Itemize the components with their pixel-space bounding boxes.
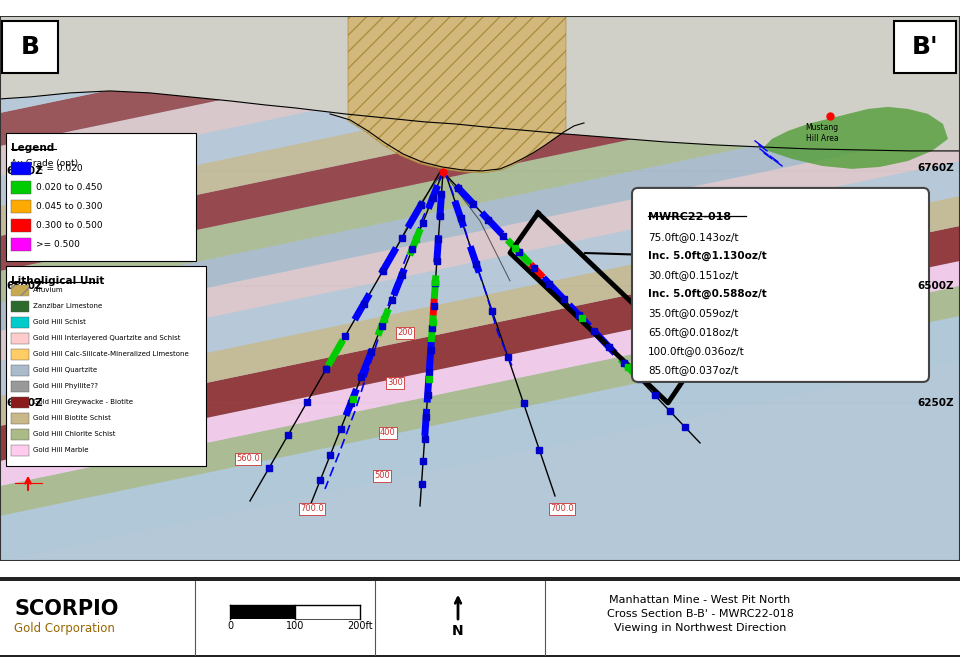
Text: Gold Hill Phyllite??: Gold Hill Phyllite?? <box>33 384 98 390</box>
Text: 0.300 to 0.500: 0.300 to 0.500 <box>36 221 103 230</box>
Text: Mustang
Hill Area: Mustang Hill Area <box>805 124 839 143</box>
Text: 6250Z: 6250Z <box>6 398 42 408</box>
Text: Inc. 5.0ft@0.588oz/t: Inc. 5.0ft@0.588oz/t <box>648 289 767 299</box>
FancyBboxPatch shape <box>632 188 929 382</box>
Text: Gold Hill Calc-Silicate-Mineralized Limestone: Gold Hill Calc-Silicate-Mineralized Lime… <box>33 351 189 357</box>
Text: 200: 200 <box>397 328 413 338</box>
Bar <box>11 349 29 360</box>
Bar <box>11 381 29 392</box>
Bar <box>0 577 960 581</box>
Text: Cross Section B-B' - MWRC22-018: Cross Section B-B' - MWRC22-018 <box>607 609 793 619</box>
Polygon shape <box>0 161 960 396</box>
Text: 6500Z: 6500Z <box>918 281 954 291</box>
Text: 700.0: 700.0 <box>550 505 574 513</box>
Text: Viewing in Northwest Direction: Viewing in Northwest Direction <box>613 623 786 633</box>
Text: B: B <box>20 35 39 59</box>
Text: 65.0ft@0.018oz/t: 65.0ft@0.018oz/t <box>648 327 738 337</box>
Text: 6760Z: 6760Z <box>917 163 954 173</box>
Text: Gold Hill Chlorite Schist: Gold Hill Chlorite Schist <box>33 432 115 438</box>
Bar <box>230 605 295 619</box>
Text: Au Grade (opt): Au Grade (opt) <box>11 159 78 168</box>
Text: 200ft: 200ft <box>348 621 372 631</box>
Text: Inc. 5.0ft@1.130oz/t: Inc. 5.0ft@1.130oz/t <box>648 251 767 261</box>
Polygon shape <box>0 6 960 236</box>
Polygon shape <box>0 16 960 151</box>
Text: 6500Z: 6500Z <box>6 281 42 291</box>
Text: B': B' <box>912 35 938 59</box>
FancyBboxPatch shape <box>2 21 58 73</box>
Polygon shape <box>0 261 960 486</box>
Polygon shape <box>0 0 960 176</box>
Polygon shape <box>0 103 960 331</box>
Polygon shape <box>0 196 960 426</box>
Text: >= 0.500: >= 0.500 <box>36 240 80 249</box>
Bar <box>11 200 31 213</box>
Polygon shape <box>330 16 584 171</box>
Text: N: N <box>452 624 464 638</box>
Bar <box>11 301 29 312</box>
Polygon shape <box>0 131 960 361</box>
Polygon shape <box>0 0 960 146</box>
Bar <box>11 365 29 376</box>
Text: 100: 100 <box>286 621 304 631</box>
Bar <box>6 266 206 466</box>
Text: 0.045 to 0.300: 0.045 to 0.300 <box>36 202 103 211</box>
Polygon shape <box>0 286 960 516</box>
Text: Gold Hill Interlayered Quartzite and Schist: Gold Hill Interlayered Quartzite and Sch… <box>33 336 180 342</box>
Text: 85.0ft@0.037oz/t: 85.0ft@0.037oz/t <box>648 365 738 375</box>
Text: 500: 500 <box>374 472 390 480</box>
Text: 75.0ft@0.143oz/t: 75.0ft@0.143oz/t <box>648 232 738 242</box>
Text: Legend: Legend <box>11 143 55 153</box>
Text: 6250Z: 6250Z <box>918 398 954 408</box>
Bar <box>11 445 29 456</box>
Text: Gold Hill Schist: Gold Hill Schist <box>33 319 85 325</box>
Text: 35.0ft@0.059oz/t: 35.0ft@0.059oz/t <box>648 308 738 318</box>
Polygon shape <box>0 0 960 113</box>
Text: Gold Hill Greywacke - Biotite: Gold Hill Greywacke - Biotite <box>33 399 133 405</box>
Polygon shape <box>0 226 960 461</box>
Text: 6750Z: 6750Z <box>6 166 43 176</box>
Polygon shape <box>762 107 948 169</box>
Text: 30.0ft@0.151oz/t: 30.0ft@0.151oz/t <box>648 270 738 280</box>
Text: Alluvium: Alluvium <box>33 287 63 294</box>
Polygon shape <box>0 36 960 271</box>
Text: 380000E: 380000E <box>47 33 57 70</box>
Text: 400: 400 <box>380 428 396 438</box>
Text: Gold Hill Marble: Gold Hill Marble <box>33 447 88 453</box>
Text: Gold Hill Biotite Schist: Gold Hill Biotite Schist <box>33 415 110 421</box>
Text: 0: 0 <box>227 621 233 631</box>
Text: 100.0ft@0.036oz/t: 100.0ft@0.036oz/t <box>648 346 745 356</box>
Text: < = 0.020: < = 0.020 <box>36 164 83 173</box>
FancyBboxPatch shape <box>894 21 956 73</box>
Bar <box>6 133 196 261</box>
Bar <box>11 429 29 440</box>
Bar <box>11 413 29 424</box>
Text: 0.020 to 0.450: 0.020 to 0.450 <box>36 183 103 192</box>
Text: Gold Hill Quartzite: Gold Hill Quartzite <box>33 367 97 373</box>
Bar <box>0 655 960 657</box>
Bar <box>11 181 31 194</box>
Bar <box>11 238 31 251</box>
Bar <box>11 397 29 408</box>
Bar <box>11 219 31 232</box>
Polygon shape <box>348 16 566 173</box>
Text: 300: 300 <box>387 378 403 388</box>
Text: Litholigical Unit: Litholigical Unit <box>11 276 105 286</box>
Bar <box>11 333 29 344</box>
Text: 560.0: 560.0 <box>236 455 260 463</box>
Text: Manhattan Mine - West Pit North: Manhattan Mine - West Pit North <box>610 595 791 605</box>
Polygon shape <box>0 316 960 561</box>
Bar <box>295 605 360 619</box>
Text: MWRC22-018: MWRC22-018 <box>648 212 732 222</box>
Polygon shape <box>0 71 960 303</box>
Text: Zanzibar Limestone: Zanzibar Limestone <box>33 304 103 309</box>
Bar <box>11 317 29 328</box>
Text: 700.0: 700.0 <box>300 505 324 513</box>
Text: Gold Corporation: Gold Corporation <box>14 622 115 635</box>
Bar <box>11 162 31 175</box>
Text: SCORPIO: SCORPIO <box>14 599 118 619</box>
Bar <box>11 285 29 296</box>
Polygon shape <box>0 0 960 206</box>
